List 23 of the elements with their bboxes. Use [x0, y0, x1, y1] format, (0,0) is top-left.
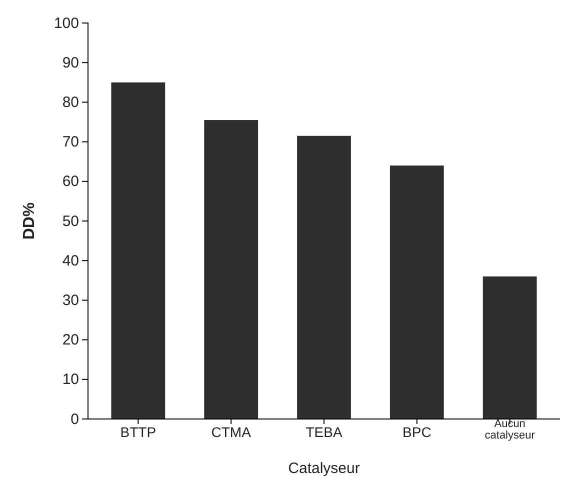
x-axis-title: Catalyseur — [288, 460, 360, 477]
y-axis-title: DD% — [21, 202, 38, 240]
y-tick-label: 90 — [62, 54, 79, 72]
y-tick-label: 100 — [54, 14, 79, 32]
bar — [204, 120, 258, 419]
bar — [111, 82, 166, 419]
y-tick-label: 40 — [62, 252, 79, 270]
x-tick-label: BPC — [402, 424, 432, 440]
bar — [482, 276, 537, 419]
y-tick-label: 70 — [62, 134, 79, 151]
y-tick-label: 30 — [62, 292, 79, 309]
y-tick-label: 60 — [62, 173, 79, 190]
x-tick-label: BTTP — [120, 424, 156, 440]
bar — [390, 166, 444, 419]
bar — [297, 136, 351, 419]
y-tick-label: 10 — [62, 371, 79, 388]
y-tick-label: 80 — [62, 94, 79, 111]
x-tick-label: Aucun catalyseur — [484, 418, 536, 442]
x-tick-label: CTMA — [211, 424, 252, 440]
y-tick-label: 20 — [62, 332, 79, 349]
x-tick-label: TEBA — [306, 424, 343, 440]
y-tick-label: 0 — [70, 410, 79, 428]
y-tick-label: 50 — [62, 212, 79, 230]
